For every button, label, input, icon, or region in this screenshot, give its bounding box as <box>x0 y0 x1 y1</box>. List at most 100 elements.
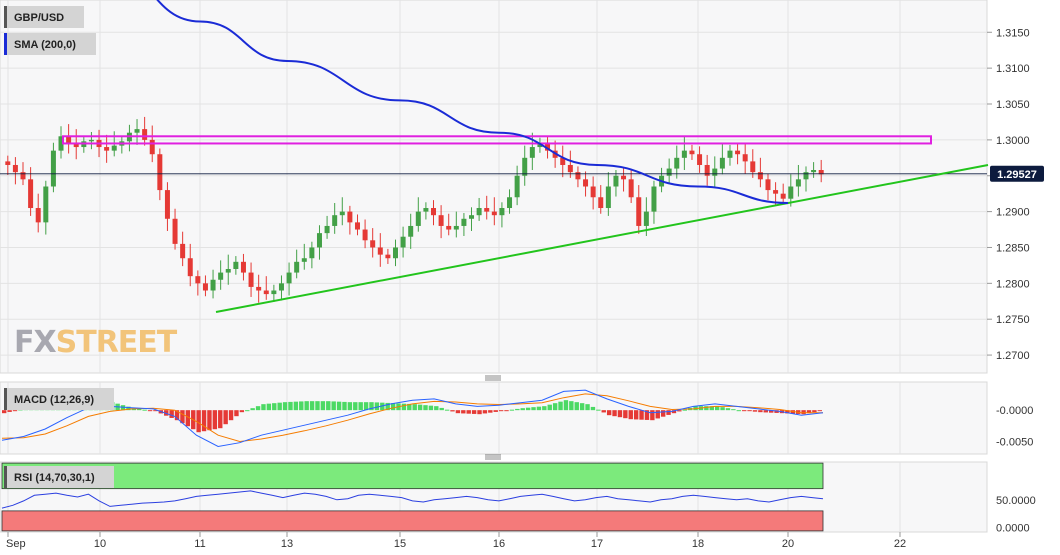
candle-body <box>522 157 528 176</box>
macd-histogram-bar <box>801 410 806 415</box>
pane-resize-handle[interactable] <box>485 375 501 381</box>
y-tick-label: 1.2850 <box>996 242 1030 254</box>
ascending-trendline[interactable] <box>215 163 989 314</box>
candle-body <box>195 276 201 284</box>
x-tick-label: 11 <box>194 538 205 550</box>
macd-histogram-bar <box>180 410 185 424</box>
macd-histogram-bar <box>304 401 309 411</box>
macd-histogram-bar <box>714 406 720 411</box>
candle-body <box>636 197 642 226</box>
rsi-legend[interactable]: RSI (14,70,30,1) <box>4 466 114 488</box>
macd-histogram-bar <box>147 410 153 412</box>
macd-histogram-bar <box>612 410 617 417</box>
macd-histogram-bar <box>450 410 455 412</box>
macd-histogram-bar <box>758 410 763 413</box>
candle-body <box>218 272 224 280</box>
candle-body <box>28 179 34 209</box>
y-tick-label: 1.3150 <box>996 27 1030 39</box>
fxstreet-logo: FXSTREET <box>14 325 178 360</box>
candle-body <box>666 168 672 176</box>
x-tick-label: 15 <box>394 538 406 550</box>
macd-histogram-bar <box>596 409 601 411</box>
instrument-badge[interactable]: GBP/USD <box>4 6 84 28</box>
macd-histogram-bar <box>174 410 180 421</box>
macd-histogram-bar <box>720 407 725 411</box>
macd-y-tick-label: -0.0050 <box>996 436 1033 448</box>
macd-histogram-bar <box>768 410 774 413</box>
macd-histogram-bar <box>277 402 282 411</box>
macd-histogram-bar <box>185 410 191 427</box>
candle-body <box>385 254 391 259</box>
macd-histogram-bar <box>261 404 266 411</box>
candle-body <box>567 164 573 173</box>
candle-body <box>438 215 444 226</box>
candle-body <box>628 179 634 198</box>
pane-resize-handle[interactable] <box>485 454 501 460</box>
candle-body <box>339 211 345 216</box>
macd-histogram-bar <box>385 402 390 411</box>
macd-histogram-bar <box>466 410 471 414</box>
y-tick-label: 1.2700 <box>996 350 1030 362</box>
macd-histogram-bar <box>417 404 423 411</box>
candle-body <box>332 215 338 226</box>
candle-body <box>560 157 566 165</box>
macd-histogram-bar <box>201 410 207 432</box>
sma-legend[interactable]: SMA (200,0) <box>4 33 96 55</box>
rsi-line <box>1 490 824 509</box>
macd-legend[interactable]: MACD (12,26,9) <box>4 388 114 410</box>
x-tick-label: 20 <box>782 538 794 550</box>
candle-body <box>415 211 421 226</box>
y-tick-label: 1.3050 <box>996 99 1030 111</box>
candle-body <box>362 229 368 241</box>
macd-histogram-bar <box>704 406 709 411</box>
candle-body <box>225 268 231 273</box>
rsi-y-tick-label: 50.0000 <box>996 495 1036 507</box>
macd-histogram-bar <box>390 403 396 411</box>
candle-body <box>20 172 26 180</box>
macd-histogram-bar <box>239 410 245 413</box>
candle-body <box>803 172 809 180</box>
candle-body <box>811 170 817 173</box>
macd-histogram-bar <box>288 401 293 411</box>
macd-histogram-bar <box>536 406 542 411</box>
candle-body <box>104 147 110 151</box>
candle-body <box>674 157 680 169</box>
macd-histogram-bar <box>601 410 606 413</box>
candle-body <box>149 139 155 155</box>
macd-histogram-bar <box>293 401 299 411</box>
candle-body <box>263 290 269 295</box>
candle-body <box>529 147 535 158</box>
macd-histogram-bar <box>2 410 7 414</box>
macd-histogram-bar <box>741 410 747 412</box>
macd-histogram-bar <box>342 401 347 411</box>
x-tick-label: 22 <box>894 538 906 550</box>
candle-body <box>187 258 193 277</box>
macd-histogram-bar <box>477 410 482 415</box>
candle-body <box>453 225 459 230</box>
macd-histogram-bar <box>509 409 515 411</box>
candle-body <box>621 175 627 180</box>
candle-body <box>172 218 178 244</box>
macd-y-tick-label: -0.0000 <box>996 405 1033 417</box>
time-axis: Sep 10 11 13 15 16 17 18 20 22 <box>6 532 906 550</box>
macd-histogram-bar <box>525 407 531 411</box>
macd-histogram-bar <box>471 410 477 414</box>
candle-body <box>50 150 56 187</box>
macd-signal-line <box>1 393 823 443</box>
macd-histogram-bar <box>331 401 336 411</box>
macd-histogram-bar <box>153 410 158 412</box>
candle-body <box>309 247 315 259</box>
macd-histogram-bar <box>504 410 509 412</box>
candle-body <box>499 208 505 216</box>
candle-body <box>294 261 300 273</box>
macd-histogram-bar <box>542 406 547 411</box>
macd-histogram-bar <box>531 407 536 411</box>
candle-body <box>788 186 794 199</box>
macd-histogram-bar <box>309 401 315 411</box>
candle-body <box>248 272 254 287</box>
x-tick-label: Sep <box>6 538 26 550</box>
candle-body <box>134 129 140 133</box>
candle-body <box>256 286 262 291</box>
resistance-zone[interactable] <box>62 135 932 145</box>
